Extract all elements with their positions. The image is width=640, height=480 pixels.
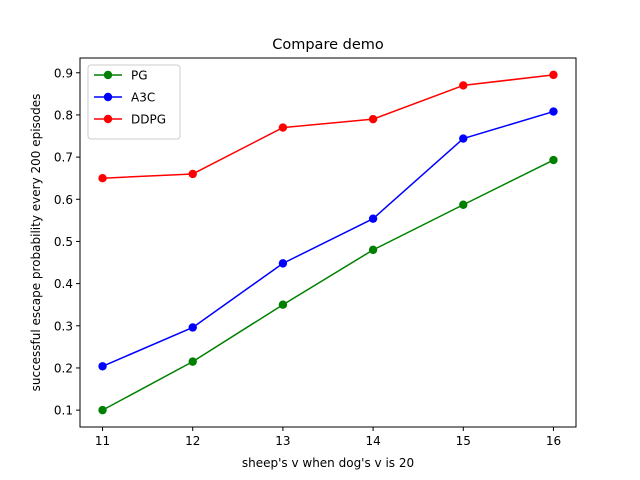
- y-tick-label: 0.9: [54, 66, 73, 80]
- y-tick-label: 0.6: [54, 193, 73, 207]
- data-point-pg: [459, 200, 468, 209]
- data-point-ddpg: [368, 114, 378, 124]
- legend-marker-pg: [103, 70, 113, 80]
- series-line-pg: [102, 159, 554, 411]
- data-point-a3c: [368, 214, 378, 223]
- data-point-ddpg: [549, 70, 558, 80]
- x-tick-label: 15: [456, 434, 471, 448]
- legend: PG A3C DDPG: [87, 64, 181, 140]
- chart-title: Compare demo: [272, 37, 384, 53]
- data-point-pg: [368, 245, 378, 255]
- series-line-ddpg: [102, 74, 554, 179]
- y-tick-label: 0.5: [54, 235, 73, 249]
- y-tick-label: 0.1: [54, 404, 73, 418]
- x-axis: 11 12 13 14 15 16: [95, 427, 561, 448]
- data-point-ddpg: [98, 173, 107, 183]
- data-point-a3c: [188, 323, 197, 332]
- data-point-pg: [278, 300, 288, 309]
- data-point-a3c: [278, 259, 288, 268]
- y-tick-label: 0.2: [54, 361, 73, 375]
- legend-label-ddpg: DDPG: [131, 113, 166, 127]
- data-point-pg: [549, 155, 558, 165]
- x-tick-label: 13: [275, 434, 290, 448]
- y-tick-label: 0.8: [54, 108, 73, 122]
- y-tick-label: 0.3: [54, 319, 73, 333]
- data-point-ddpg: [188, 169, 197, 179]
- y-axis: 0.1 0.2 0.3 0.4 0.5 0.6 0.7 0.8 0.9: [54, 66, 80, 418]
- data-point-pg: [188, 357, 197, 366]
- y-tick-label: 0.7: [54, 151, 73, 165]
- x-tick-label: 11: [95, 434, 110, 448]
- data-point-a3c: [549, 107, 558, 116]
- series-line-a3c: [102, 110, 554, 367]
- data-point-pg: [98, 405, 107, 415]
- y-axis-title: successful escape probability every 200 …: [29, 94, 43, 392]
- data-point-ddpg: [278, 123, 288, 132]
- data-point-a3c: [98, 362, 107, 371]
- plot-area: [98, 70, 558, 415]
- x-tick-label: 14: [365, 434, 380, 448]
- legend-label-pg: PG: [131, 69, 148, 83]
- x-axis-title: sheep's v when dog's v is 20: [242, 456, 414, 470]
- legend-label-a3c: A3C: [131, 91, 155, 105]
- x-tick-label: 12: [185, 434, 200, 448]
- legend-marker-a3c: [103, 92, 113, 102]
- y-tick-label: 0.4: [54, 277, 73, 291]
- data-point-ddpg: [459, 81, 468, 90]
- legend-marker-ddpg: [103, 114, 113, 124]
- plot-frame: [79, 57, 577, 428]
- data-point-a3c: [459, 134, 468, 143]
- x-tick-label: 16: [546, 434, 561, 448]
